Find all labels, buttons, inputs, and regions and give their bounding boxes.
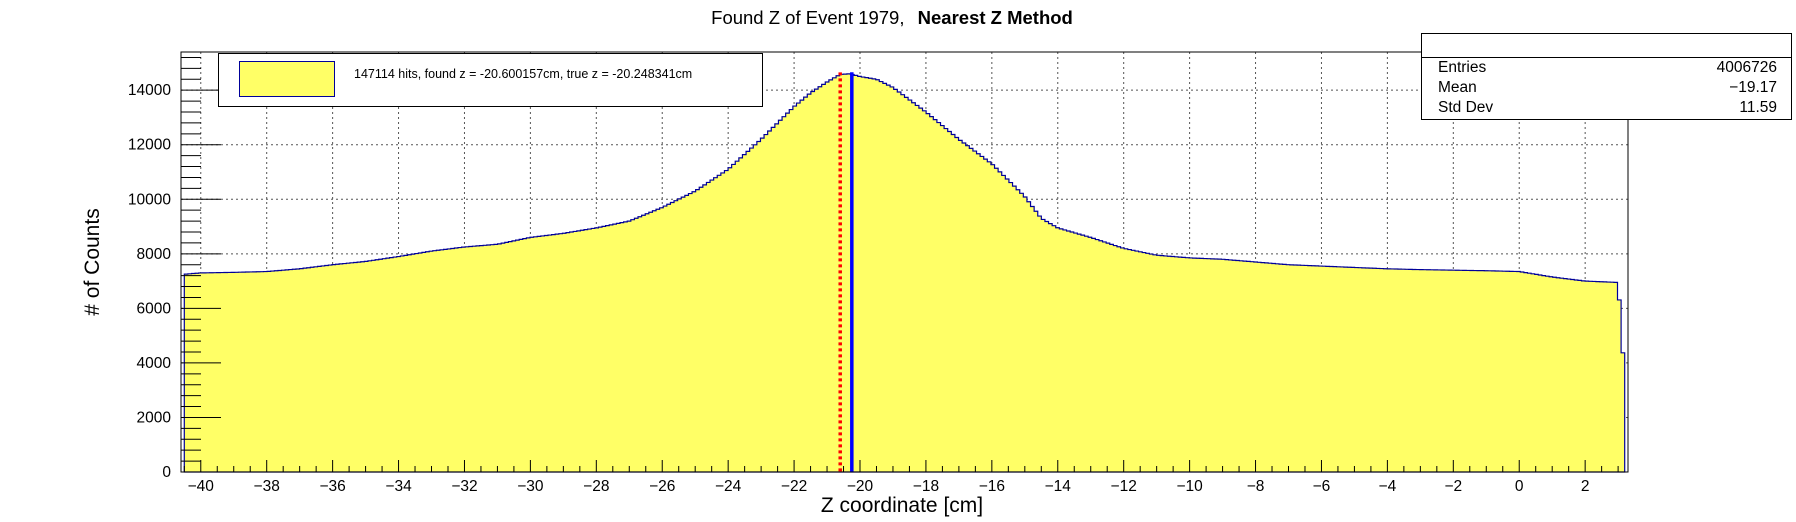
std-value: 11.59 [1739, 99, 1777, 116]
mean-label: Mean [1438, 79, 1477, 96]
chart-title-main: Found Z of Event 1979, [711, 7, 904, 28]
y-tick-label: 12000 [128, 137, 171, 154]
x-tick-label: −6 [1313, 478, 1331, 495]
x-tick-label: 2 [1581, 478, 1590, 495]
x-tick-label: −2 [1444, 478, 1462, 495]
legend-label: 147114 hits, found z = -20.600157cm, tru… [354, 67, 693, 81]
x-tick-label: −4 [1379, 478, 1397, 495]
x-tick-label: −32 [451, 478, 477, 495]
x-tick-label: −20 [847, 478, 874, 495]
x-tick-label: −36 [319, 478, 345, 495]
histogram-area [183, 73, 1626, 473]
x-tick-label: −34 [385, 478, 412, 495]
y-tick-label: 6000 [137, 300, 172, 317]
x-tick-label: −14 [1045, 478, 1072, 495]
chart-title: Found Z of Event 1979, Nearest Z Method [711, 7, 1073, 28]
x-tick-label: −28 [583, 478, 609, 495]
chart-title-method: Nearest Z Method [918, 7, 1073, 28]
x-tick-label: −40 [188, 478, 215, 495]
axes: −40 −38 −36 −34 −32 −30 −28 −26 −24 −22 −20 −18 −16−… [128, 56, 1619, 495]
y-tick-label: 2000 [137, 409, 172, 426]
legend-fill-swatch [239, 61, 335, 97]
x-tick-label: −16 [979, 478, 1005, 495]
x-tick-label: −38 [254, 478, 280, 495]
y-tick-label: 10000 [128, 191, 171, 208]
entries-value: 4006726 [1716, 59, 1777, 76]
stats-box: Entries 4006726 Mean −19.17 Std Dev 11.5… [1421, 33, 1792, 120]
x-axis-label: Z coordinate [cm] [821, 494, 983, 517]
x-tick-label: −12 [1111, 478, 1137, 495]
x-tick-label: −10 [1176, 478, 1203, 495]
y-tick-label: 4000 [137, 355, 172, 372]
z-markers [838, 72, 854, 472]
histogram-series [183, 73, 1626, 473]
stats-header [1422, 34, 1791, 58]
x-tick-label: 0 [1515, 478, 1524, 495]
x-tick-label: −26 [649, 478, 675, 495]
std-label: Std Dev [1438, 99, 1494, 116]
plot-frame [180, 51, 1629, 473]
x-tick-label: −24 [715, 478, 742, 495]
y-tick-label: 14000 [128, 82, 171, 99]
entries-label: Entries [1438, 59, 1487, 76]
y-axis-label: # of Counts [81, 208, 104, 315]
stats-row-entries: Entries 4006726 [1422, 58, 1791, 78]
mean-value: −19.17 [1729, 79, 1777, 96]
x-tick-label: −8 [1247, 478, 1265, 495]
y-tick-label: 8000 [137, 246, 172, 263]
legend: 147114 hits, found z = -20.600157cm, tru… [218, 53, 763, 107]
stats-row-std: Std Dev 11.59 [1422, 98, 1791, 118]
x-tick-label: −18 [913, 478, 939, 495]
x-tick-label: −30 [517, 478, 544, 495]
x-tick-label: −22 [781, 478, 807, 495]
y-tick-label: 0 [162, 464, 171, 481]
stats-row-mean: Mean −19.17 [1422, 78, 1791, 98]
